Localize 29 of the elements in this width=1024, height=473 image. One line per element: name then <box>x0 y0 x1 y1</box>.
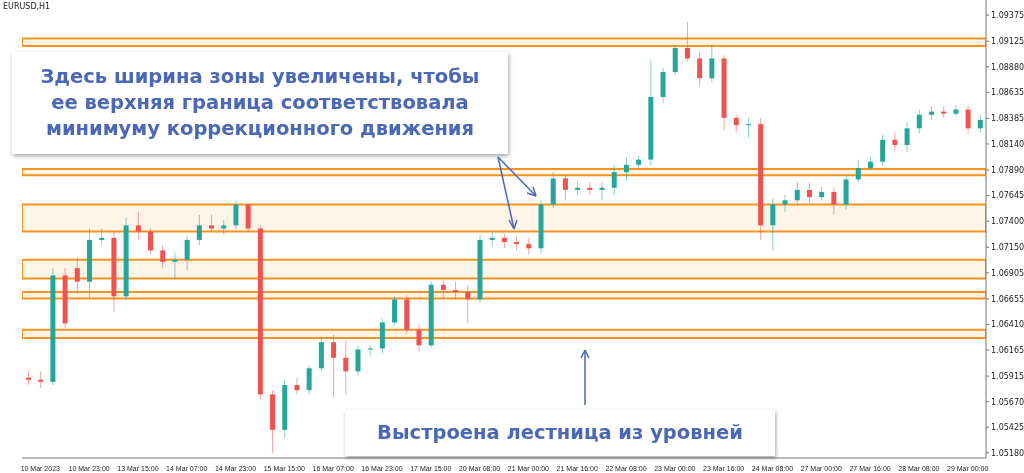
candlestick <box>782 194 788 213</box>
y-tick-label: 1.07400 <box>991 217 1024 227</box>
y-tick-label: 1.09375 <box>991 10 1024 20</box>
y-tick-label: 1.08140 <box>991 139 1024 149</box>
y-tick-label: 1.07150 <box>991 243 1024 253</box>
candlestick <box>941 105 947 119</box>
y-tick-label: 1.05425 <box>991 423 1024 433</box>
y-tick-label: 1.05670 <box>991 397 1024 407</box>
y-tick-label: 1.08385 <box>991 114 1024 124</box>
y-tick-label: 1.07645 <box>991 191 1024 201</box>
candlestick <box>892 132 898 151</box>
y-tick-label: 1.07890 <box>991 165 1024 175</box>
y-tick-label: 1.09125 <box>991 37 1024 47</box>
candlestick <box>367 344 373 357</box>
callout-box: Здесь ширина зоны увеличены, чтобы ее верхняя граница соответствовала минимуму коррекционного движения <box>12 52 508 154</box>
y-tick-label: 1.05915 <box>991 371 1024 381</box>
y-tick-label: 1.06655 <box>991 294 1024 304</box>
y-tick-label: 1.08635 <box>991 88 1024 98</box>
callout-box: Выстроена лестница из уровней <box>345 410 775 456</box>
annotation: Здесь ширина зоны увеличены, чтобы ее верхняя граница соответствовала минимуму коррекционного движения <box>40 63 480 143</box>
candlestick <box>294 377 300 395</box>
y-tick-label: 1.06165 <box>991 345 1024 355</box>
candlestick <box>953 104 959 117</box>
y-tick-label: 1.06410 <box>991 320 1024 330</box>
annotation: Выстроена лестница из уровней <box>377 419 743 446</box>
y-tick-label: 1.05180 <box>991 448 1024 458</box>
chart-title: EURUSD,H1 <box>3 2 51 11</box>
y-tick-label: 1.06905 <box>991 268 1024 278</box>
y-tick-label: 1.08880 <box>991 62 1024 72</box>
